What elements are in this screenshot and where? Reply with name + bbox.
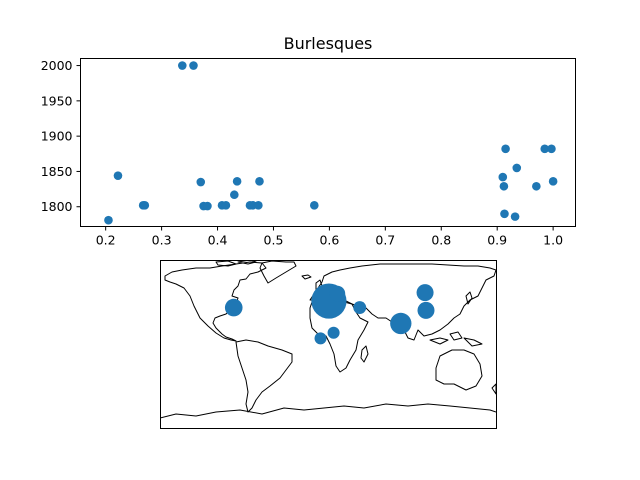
x-tick-label: 0.7	[375, 233, 395, 248]
scatter-point	[499, 181, 509, 191]
map-bubble	[329, 285, 346, 302]
scatter-points	[104, 61, 558, 225]
scatter-point	[501, 144, 510, 154]
scatter-point	[113, 171, 123, 180]
chart-title: Burlesques	[284, 34, 373, 53]
map-bubble	[314, 332, 327, 345]
scatter-point	[500, 209, 509, 219]
scatter-point	[512, 163, 522, 173]
scatter-point	[104, 215, 113, 225]
y-tick-label: 1850	[41, 164, 73, 179]
scatter-point	[189, 61, 198, 70]
x-tick-label: 0.4	[208, 233, 228, 248]
x-axis: 0.2 0.3 0.4 0.5 0.6 0.7 0.8 0.9 1.0	[96, 226, 563, 248]
scatter-point	[548, 177, 558, 186]
y-tick-label: 2000	[41, 58, 73, 73]
scatter-point	[532, 181, 541, 191]
coastlines	[160, 260, 496, 419]
x-tick-label: 1.0	[543, 233, 563, 248]
x-tick-label: 0.9	[487, 233, 507, 248]
scatter-point	[140, 201, 150, 210]
map-bubble	[416, 284, 434, 302]
scatter-point	[540, 144, 550, 154]
scatter-point	[177, 61, 187, 70]
scatter-point	[510, 212, 520, 221]
y-tick-label: 1800	[41, 199, 73, 214]
x-tick-label: 0.3	[152, 233, 172, 248]
map-bubbles	[224, 283, 435, 345]
scatter-chart: Burlesques 0.2 0.3 0.4 0.5 0.6 0.7 0.8 0.9 1.0 1…	[41, 34, 576, 248]
scatter-point	[230, 190, 239, 200]
scatter-point	[254, 201, 263, 210]
scatter-point	[196, 177, 206, 187]
world-map	[160, 260, 496, 419]
map-bubble	[417, 301, 435, 319]
y-axis: 1800 1850 1900 1950 2000	[41, 58, 81, 214]
x-tick-label: 0.2	[96, 233, 116, 248]
x-tick-label: 0.8	[431, 233, 451, 248]
scatter-point	[309, 201, 319, 210]
scatter-point	[255, 177, 264, 186]
scatter-point	[203, 201, 212, 211]
y-tick-label: 1900	[41, 129, 73, 144]
map-bubble	[390, 312, 412, 335]
world-map-chart	[160, 260, 497, 429]
scatter-point	[221, 201, 231, 210]
map-bubble	[224, 298, 243, 317]
scatter-plot-frame	[80, 58, 576, 227]
scatter-point	[232, 177, 242, 186]
map-bubble	[327, 326, 340, 339]
scatter-point	[498, 172, 508, 182]
map-bubble	[353, 301, 367, 315]
x-tick-label: 0.6	[319, 233, 339, 248]
x-tick-label: 0.5	[264, 233, 284, 248]
y-tick-label: 1950	[41, 93, 73, 108]
map-frame	[160, 260, 497, 429]
scatter-point	[547, 144, 556, 154]
